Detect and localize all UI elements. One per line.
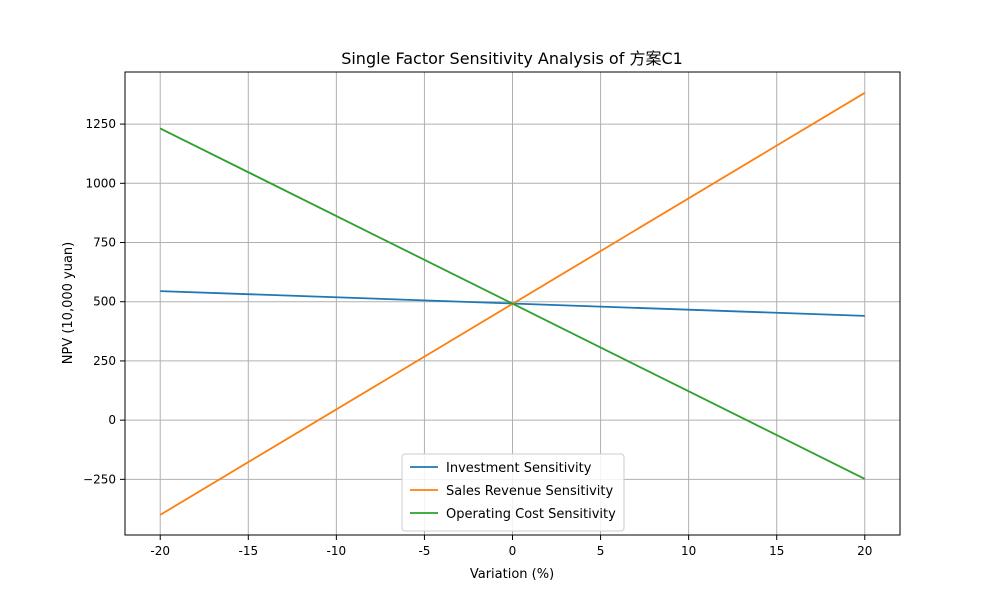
y-tick-label: 1250	[85, 117, 116, 131]
x-tick-label: 15	[769, 544, 784, 558]
x-tick-label: -5	[418, 544, 430, 558]
x-tick-label: -10	[327, 544, 347, 558]
y-tick-label: 1000	[85, 176, 116, 190]
chart-title: Single Factor Sensitivity Analysis of 方案…	[341, 49, 683, 68]
x-tick-label: -15	[238, 544, 258, 558]
x-tick-label: 5	[597, 544, 605, 558]
legend: Investment Sensitivity Sales Revenue Sens…	[401, 453, 625, 532]
x-tick-label: 20	[857, 544, 872, 558]
series-lines	[159, 92, 866, 516]
y-tick-label: 250	[93, 354, 116, 368]
y-tick-label: −250	[83, 472, 116, 486]
x-axis-ticks: -20 -15 -10 -5 0 5 10 15 20	[150, 535, 872, 558]
y-axis-ticks: −250 0 250 500 750 1000 1250	[83, 117, 125, 486]
x-tick-label: 0	[509, 544, 517, 558]
x-tick-label: -20	[150, 544, 170, 558]
y-tick-label: 750	[93, 236, 116, 250]
y-tick-label: 0	[108, 413, 116, 427]
legend-label: Investment Sensitivity	[446, 461, 592, 476]
y-axis-label: NPV (10,000 yuan)	[61, 242, 76, 365]
series-line-3	[159, 127, 866, 480]
legend-label: Sales Revenue Sensitivity	[446, 484, 613, 499]
legend-label: Operating Cost Sensitivity	[446, 507, 616, 522]
legend-box	[401, 453, 625, 532]
x-tick-label: 10	[681, 544, 696, 558]
y-tick-label: 500	[93, 295, 116, 309]
x-axis-label: Variation (%)	[470, 567, 554, 582]
grid-lines	[125, 72, 900, 535]
